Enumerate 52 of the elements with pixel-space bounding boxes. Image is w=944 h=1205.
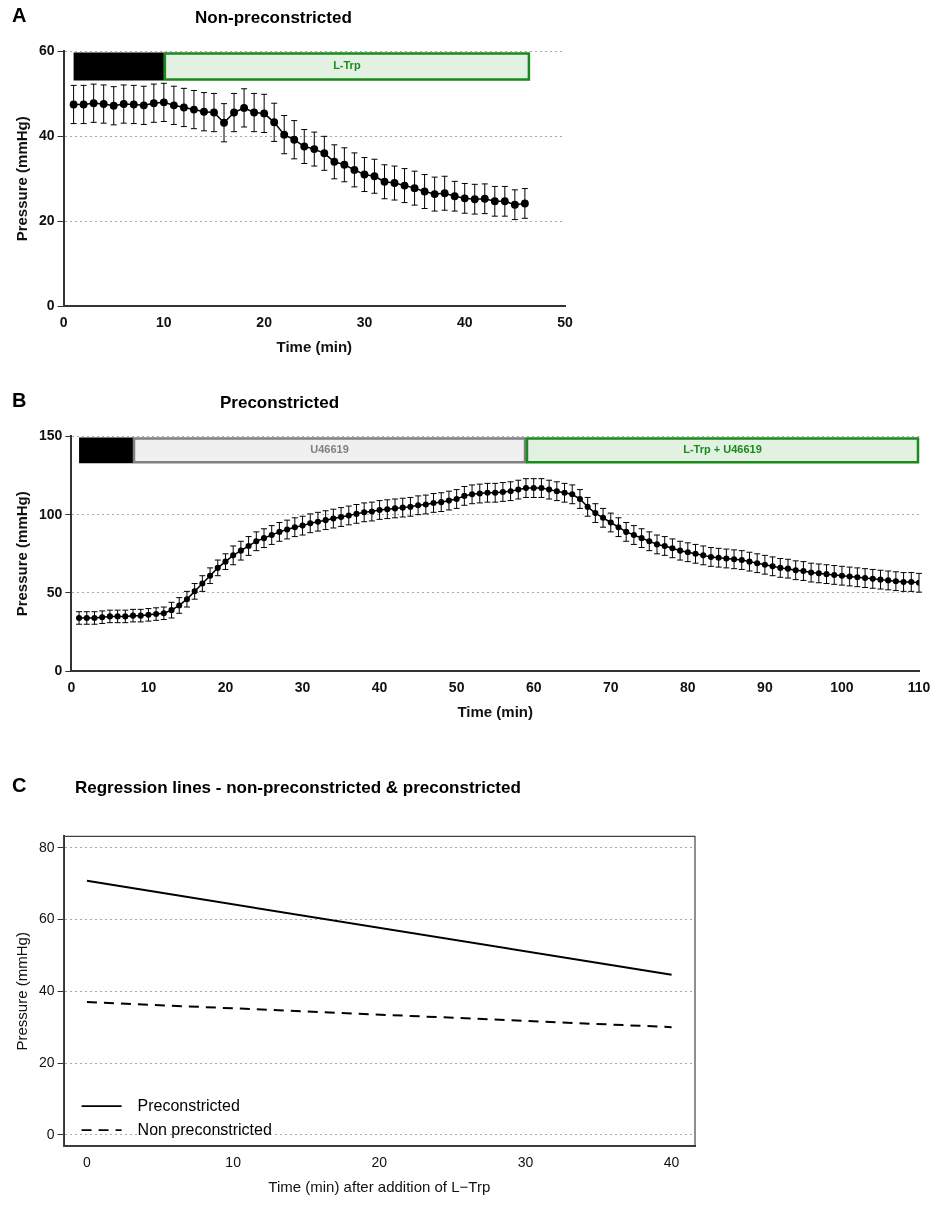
- chart-title: Non-preconstricted: [195, 8, 352, 28]
- y-tick-label: 100: [39, 505, 63, 522]
- x-tick-label: 90: [757, 679, 773, 696]
- x-tick-label: 80: [680, 679, 696, 696]
- y-tick-label: 60: [38, 42, 55, 59]
- x-tick-label: 0: [67, 679, 76, 696]
- text: A: [12, 4, 27, 27]
- x-tick-label: 70: [602, 679, 619, 696]
- x-tick-label: 110: [907, 679, 931, 696]
- band-label: L-Trp: [333, 59, 361, 72]
- y-tick-label: 40: [38, 982, 55, 999]
- x-tick-label: 20: [371, 1154, 388, 1171]
- y-axis-title: Pressure (mmHg): [13, 116, 31, 242]
- legend-label: Preconstricted: [137, 1096, 240, 1114]
- text: C: [12, 774, 27, 797]
- band-label: U46619: [310, 443, 349, 456]
- y-axis-title: Pressure (mmHg): [13, 491, 31, 617]
- text: B: [12, 389, 27, 412]
- x-tick-label: 0: [83, 1154, 92, 1171]
- x-tick-label: 40: [371, 679, 388, 696]
- x-tick-label: 50: [448, 679, 465, 696]
- y-tick-label: 0: [46, 297, 55, 314]
- band-label: L-Trp + U46619: [683, 443, 762, 456]
- y-tick-label: 60: [38, 910, 55, 927]
- x-tick-label: 20: [217, 679, 234, 696]
- y-tick-label: 0: [54, 662, 63, 679]
- y-tick-label: 50: [46, 583, 63, 600]
- x-tick-label: 30: [356, 314, 373, 331]
- x-tick-label: 20: [256, 314, 273, 331]
- x-tick-label: 40: [456, 314, 473, 331]
- legend-label: Non preconstricted: [137, 1120, 272, 1138]
- x-tick-label: 40: [663, 1154, 680, 1171]
- x-axis-title: Time (min) after addition of L−Trp: [268, 1178, 491, 1196]
- chart-title: Preconstricted: [220, 393, 340, 413]
- x-tick-label: 30: [517, 1154, 534, 1171]
- x-tick-label: 100: [830, 679, 854, 696]
- y-tick-label: 20: [38, 212, 55, 229]
- y-tick-label: 80: [38, 838, 55, 855]
- x-tick-label: 50: [557, 314, 573, 331]
- y-tick-label: 0: [46, 1125, 55, 1142]
- y-axis-title: Pressure (mmHg): [13, 932, 31, 1051]
- y-tick-label: 40: [38, 127, 55, 144]
- x-tick-label: 10: [140, 679, 157, 696]
- y-tick-label: 20: [38, 1053, 55, 1070]
- x-tick-label: 60: [525, 679, 542, 696]
- x-tick-label: 10: [225, 1154, 242, 1171]
- x-tick-label: 10: [156, 314, 172, 331]
- x-axis-title: Time (min): [457, 703, 533, 721]
- chart-title: Regression lines - non-preconstricted & preconstricted: [75, 778, 521, 798]
- x-tick-label: 30: [294, 679, 311, 696]
- y-tick-label: 150: [39, 427, 63, 444]
- x-axis-title: Time (min): [276, 338, 353, 356]
